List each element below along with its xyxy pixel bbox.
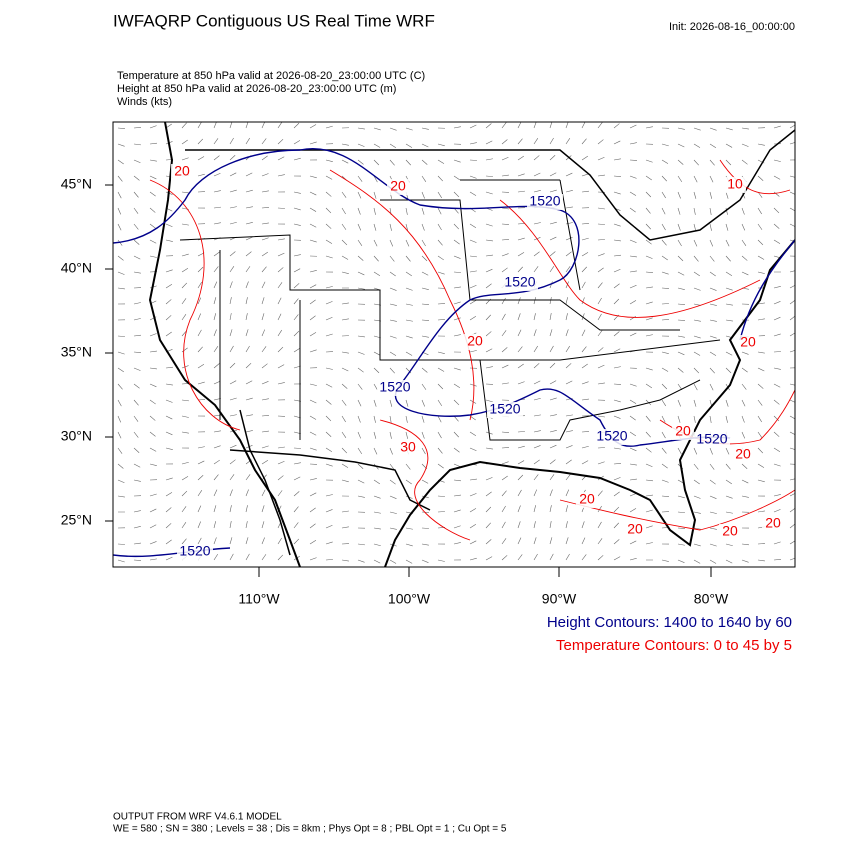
height-contour-label: 1520 [379, 379, 410, 395]
longitude-label: 90°W [542, 591, 577, 607]
temperature-contour-label: 20 [627, 521, 643, 537]
field-line: Temperature at 850 hPa valid at 2026-08-… [117, 70, 425, 82]
field-line: Height at 850 hPa valid at 2026-08-20_23… [117, 83, 396, 95]
temperature-contour-label: 20 [579, 491, 595, 507]
latitude-label: 40°N [61, 260, 92, 276]
longitude-label: 80°W [694, 591, 729, 607]
height-contour-label: 1520 [504, 274, 535, 290]
height-contour-label: 1520 [179, 543, 210, 559]
longitude-label: 100°W [388, 591, 431, 607]
temperature-contour-label: 20 [390, 178, 406, 194]
temperature-contour-label: 10 [727, 176, 743, 192]
legend-temperature: Temperature Contours: 0 to 45 by 5 [556, 637, 792, 654]
temperature-contour-label: 20 [174, 163, 190, 179]
footer-line: OUTPUT FROM WRF V4.6.1 MODEL [113, 812, 282, 823]
footer-line: WE = 580 ; SN = 380 ; Levels = 38 ; Dis … [113, 824, 507, 835]
height-contour-label: 1520 [489, 401, 520, 417]
map: 45°N 40°N 35°N 30°N 25°N 110°W 100°W 90°W 80°W 15… [61, 121, 800, 606]
height-contour-label: 1520 [696, 431, 727, 447]
temperature-contour-label: 20 [675, 423, 691, 439]
temperature-contour-label: 20 [740, 334, 756, 350]
map-background [113, 122, 795, 567]
temperature-contour-label: 20 [765, 515, 781, 531]
title: IWFAQRP Contiguous US Real Time WRF [113, 11, 435, 30]
latitude-label: 45°N [61, 176, 92, 192]
latitude-label: 30°N [61, 428, 92, 444]
height-contour-label: 1520 [529, 193, 560, 209]
latitude-label: 35°N [61, 344, 92, 360]
legend-height: Height Contours: 1400 to 1640 by 60 [547, 614, 792, 631]
temperature-contour-label: 30 [400, 439, 416, 455]
height-contour-label: 1520 [596, 428, 627, 444]
field-line: Winds (kts) [117, 96, 172, 108]
temperature-contour-label: 20 [735, 446, 751, 462]
longitude-label: 110°W [238, 591, 280, 607]
temperature-contour-label: 20 [467, 333, 483, 349]
temperature-contour-label: 20 [722, 523, 738, 539]
latitude-label: 25°N [61, 512, 92, 528]
init-time: Init: 2026-08-16_00:00:00 [669, 21, 795, 33]
